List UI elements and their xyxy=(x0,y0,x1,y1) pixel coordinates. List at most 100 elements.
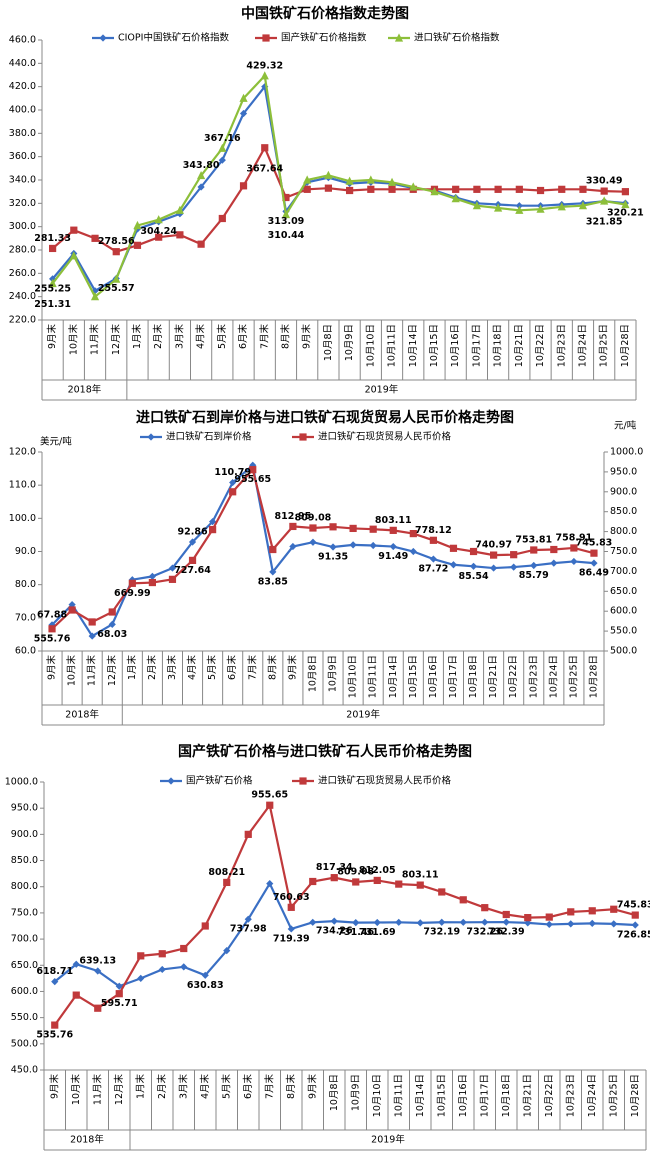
value-label: 83.85 xyxy=(258,576,288,587)
series-line xyxy=(51,84,626,293)
y-tick-label: 450.0 xyxy=(11,1065,38,1076)
x-tick-label: 12月末 xyxy=(106,655,118,687)
x-tick-label: 10月10日 xyxy=(365,324,376,367)
x-tick-label: 10月16日 xyxy=(450,324,461,367)
value-label: 760.63 xyxy=(273,892,310,903)
data-point xyxy=(51,1021,59,1029)
data-point xyxy=(266,879,274,888)
data-point xyxy=(349,541,357,549)
value-label: 86.49 xyxy=(579,568,609,579)
data-point xyxy=(51,978,59,986)
x-tick-label: 9月末 xyxy=(46,324,58,350)
data-point xyxy=(303,185,311,193)
y-tick-label: 700.0 xyxy=(11,934,38,945)
data-point xyxy=(72,960,80,968)
y2-tick-label: 900.0 xyxy=(610,486,637,497)
y-tick-label: 90.0 xyxy=(15,546,36,557)
x-tick-label: 10月14日 xyxy=(408,324,419,367)
x-tick-label: 1月末 xyxy=(131,324,143,350)
x-tick-label: 10月22日 xyxy=(508,655,519,698)
data-point xyxy=(600,187,608,195)
data-point xyxy=(287,925,295,933)
x-tick-label: 10月15日 xyxy=(436,1074,447,1117)
x-tick-label: 10月8日 xyxy=(329,1074,340,1111)
value-label: 669.99 xyxy=(114,588,151,599)
data-point xyxy=(266,801,274,809)
y-tick-label: 950.0 xyxy=(11,803,38,814)
data-point xyxy=(91,234,99,242)
x-tick-label: 10月18日 xyxy=(501,1074,512,1117)
data-point xyxy=(155,233,163,241)
value-label: 734.26 xyxy=(316,926,353,937)
value-label: 91.35 xyxy=(318,552,348,563)
data-point xyxy=(48,625,56,633)
y-axis-label: 美元/吨 xyxy=(40,436,72,448)
data-point xyxy=(303,175,312,184)
data-point xyxy=(239,182,248,190)
value-label: 310.44 xyxy=(268,230,305,241)
value-label: 732.26 xyxy=(466,927,503,938)
value-label: 731.46 xyxy=(337,927,374,938)
data-point xyxy=(90,292,100,301)
data-point xyxy=(588,907,596,915)
series-line xyxy=(51,73,626,299)
value-label: 278.56 xyxy=(98,236,135,247)
data-point xyxy=(550,545,558,554)
value-label: 727.64 xyxy=(174,565,211,576)
y-tick-label: 300.0 xyxy=(9,221,36,232)
data-point xyxy=(631,921,639,929)
data-point xyxy=(472,201,481,210)
data-point xyxy=(352,878,360,886)
data-point xyxy=(239,93,248,102)
data-point xyxy=(70,226,78,234)
data-point xyxy=(218,143,227,152)
y-tick-label: 380.0 xyxy=(9,128,36,139)
data-point xyxy=(175,205,184,214)
data-point xyxy=(524,914,532,922)
y2-tick-label: 850.0 xyxy=(610,506,637,517)
data-point xyxy=(68,600,76,609)
data-point xyxy=(329,543,337,551)
x-tick-label: 3月末 xyxy=(173,324,185,350)
y-tick-label: 650.0 xyxy=(11,960,38,971)
legend-label: 进口铁矿石现货贸易人民币价格 xyxy=(318,775,452,787)
data-point xyxy=(48,278,57,288)
data-point xyxy=(324,184,332,192)
data-point xyxy=(451,194,460,203)
x-tick-label: 11月末 xyxy=(86,655,98,687)
y-tick-label: 400.0 xyxy=(9,105,36,116)
data-point xyxy=(352,919,360,927)
x-tick-label: 10月末 xyxy=(66,655,78,687)
y-tick-label: 240.0 xyxy=(9,291,36,302)
data-point xyxy=(261,144,269,152)
x-tick-label: 12月末 xyxy=(113,1074,125,1106)
data-point xyxy=(409,182,418,191)
x-tick-label: 10月18日 xyxy=(468,655,479,698)
x-tick-label: 3月末 xyxy=(166,655,178,681)
data-point xyxy=(409,547,417,556)
data-point xyxy=(590,559,598,567)
value-label: 753.81 xyxy=(515,534,552,545)
data-point xyxy=(88,632,96,640)
y-tick-label: 280.0 xyxy=(9,245,36,256)
y-tick-label: 360.0 xyxy=(9,151,36,162)
data-point xyxy=(289,522,297,531)
x-tick-label: 10月8日 xyxy=(323,324,334,361)
value-label: 85.54 xyxy=(459,571,489,582)
legend-marker xyxy=(147,433,155,441)
data-point xyxy=(201,922,209,930)
data-point xyxy=(108,608,116,616)
x-tick-label: 8月末 xyxy=(285,1074,297,1100)
value-label: 809.08 xyxy=(295,512,332,523)
data-point xyxy=(567,908,575,916)
data-point xyxy=(459,896,467,904)
x-tick-label: 9月末 xyxy=(301,324,313,350)
value-label: 732.19 xyxy=(423,927,460,938)
series-line xyxy=(54,881,636,988)
x-tick-label: 11月末 xyxy=(89,324,101,356)
data-point xyxy=(197,170,206,180)
value-label: 809.08 xyxy=(337,866,374,877)
data-point xyxy=(469,547,478,556)
x-tick-label: 1月末 xyxy=(134,1074,146,1100)
